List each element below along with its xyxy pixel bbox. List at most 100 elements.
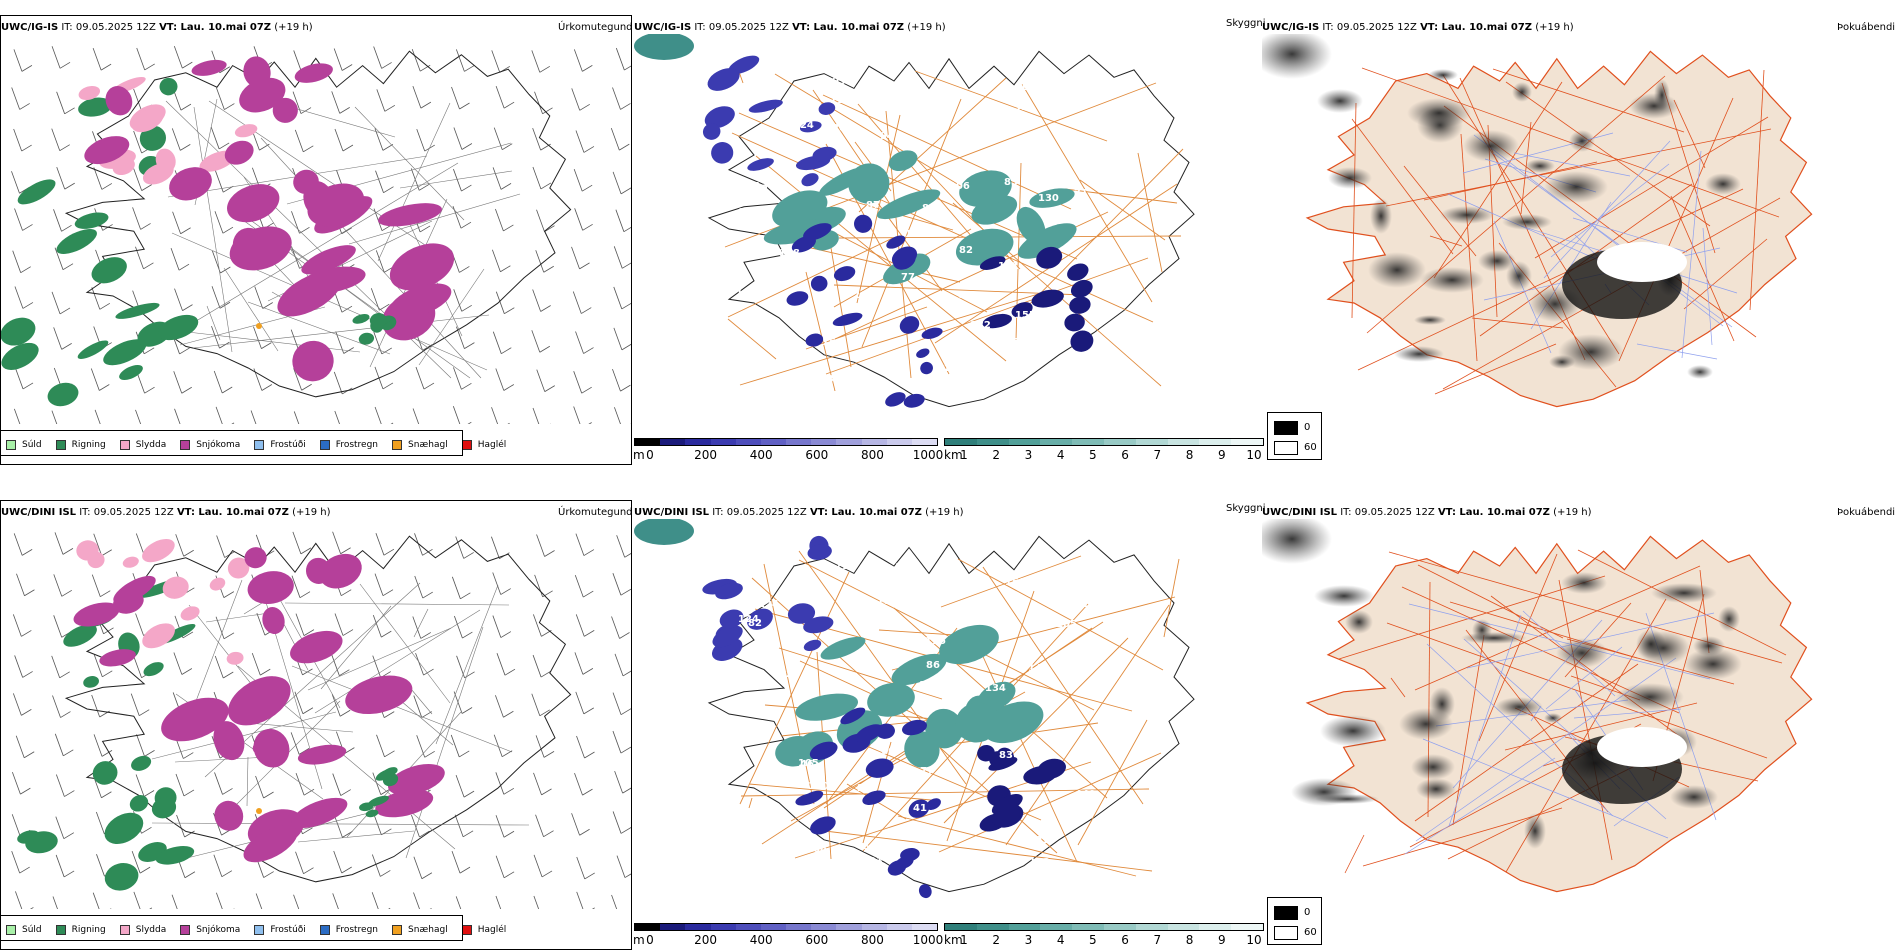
snow-area	[213, 721, 245, 761]
wind-barb	[535, 814, 554, 838]
fog-panel-title: UWC/DINI ISL IT: 09.05.2025 12Z VT: Lau.…	[1262, 507, 1592, 518]
wind-barb	[615, 209, 631, 233]
wind-barb	[412, 85, 432, 109]
snow-area	[253, 728, 290, 768]
legend-swatch	[119, 925, 130, 935]
wind-barb	[293, 411, 300, 424]
wind-barb	[214, 655, 234, 679]
wind-barb	[94, 409, 101, 424]
precip-legend-item: Súld	[6, 440, 42, 450]
precip-legend-item: Slydda	[119, 440, 167, 450]
low-ceiling-area	[715, 582, 743, 600]
ceiling-value-label: 132	[970, 320, 991, 331]
wind-barb	[253, 326, 272, 349]
wind-barb	[450, 250, 470, 273]
wind-barb	[496, 653, 516, 676]
ceiling-value-label: 134	[985, 683, 1006, 694]
wind-barb	[93, 533, 112, 557]
ceiling-value-label: 98	[863, 844, 877, 855]
road-line	[193, 106, 233, 353]
wind-barb	[293, 368, 312, 391]
ceiling-value-label: 328	[779, 669, 800, 680]
precip-legend-item: Rigning	[55, 925, 106, 935]
ceiling-value-label: 60	[837, 67, 851, 78]
low-ceiling-area	[1064, 313, 1085, 332]
wind-barb	[411, 814, 430, 838]
wind-barb	[415, 366, 435, 390]
low-ceiling-area	[1070, 330, 1094, 352]
colorbar-tick-label: 9	[1217, 448, 1226, 462]
wind-barb	[332, 893, 339, 909]
ceiling-value-label: 105	[825, 390, 846, 401]
road-line	[805, 271, 836, 392]
wind-barb	[173, 371, 192, 394]
ceiling-value-label: 155	[1015, 310, 1036, 321]
legend-label: Snjókoma	[196, 440, 241, 450]
precip-legend-item: Haglél	[461, 925, 506, 935]
low-ceiling-area	[1031, 289, 1064, 308]
snow-area	[84, 136, 130, 165]
road-line	[1357, 188, 1744, 371]
rain-area	[17, 179, 56, 205]
road-line	[348, 193, 521, 245]
road-line	[774, 73, 965, 189]
wind-barb	[574, 574, 594, 598]
ceiling-value-label: 370	[800, 61, 821, 72]
wind-barb	[130, 693, 150, 717]
wind-barb	[251, 652, 271, 676]
low-visibility-area	[634, 519, 694, 545]
ceiling-value-label: 102	[1016, 322, 1037, 333]
ceiling-value-label: 131	[785, 591, 806, 602]
low-ceiling-area	[1011, 302, 1033, 318]
fog-area	[1407, 98, 1471, 128]
fog-area	[1416, 778, 1456, 800]
low-ceiling-area	[865, 758, 894, 778]
wind-barb	[93, 654, 113, 678]
road-line	[822, 94, 1072, 210]
wind-barb	[171, 894, 178, 909]
colorbar-tick-label: 1	[960, 933, 968, 947]
road-line	[1558, 579, 1613, 861]
legend-label: Slydda	[135, 440, 167, 450]
colorbar-segment	[1199, 439, 1232, 445]
fog-area	[1320, 715, 1386, 747]
fog-area	[1636, 629, 1666, 659]
low-ceiling-area	[833, 266, 856, 282]
wind-barb	[295, 773, 315, 796]
precip-legend: Súld Rigning Slydda Snjókoma Frostúði Frostre…	[6, 925, 520, 935]
colorbar-tick-label: 0	[646, 933, 654, 947]
wind-barb	[255, 893, 263, 909]
wind-barb	[255, 775, 274, 799]
road-line	[1079, 179, 1166, 241]
wind-barb	[13, 533, 33, 556]
fog-panel-label: Þokuábendi	[1837, 507, 1896, 518]
fog-legend-label: 0	[1304, 422, 1311, 433]
wind-barb	[416, 735, 435, 758]
colorbar-tick-label: 7	[1153, 933, 1162, 947]
wind-barb	[534, 91, 553, 115]
low-ceiling-area	[885, 392, 906, 407]
road-line	[246, 756, 249, 807]
road-line	[1434, 343, 1557, 395]
ceiling-value-label: 162	[734, 860, 755, 871]
wind-barb	[14, 208, 33, 231]
ceiling-value-label: 105	[798, 758, 819, 769]
rain-area	[375, 768, 396, 781]
forecast-offset: (+19 h)	[274, 22, 313, 33]
colorbar-tick-label: 800	[860, 448, 884, 462]
rain-area	[115, 302, 160, 319]
rain-area	[103, 339, 147, 366]
ceiling-value-label: 124	[738, 614, 759, 625]
ceiling-value-label: 63	[869, 859, 883, 870]
fog-legend: 0 60	[1267, 412, 1322, 460]
wind-barb	[13, 49, 33, 72]
legend-swatch	[55, 440, 66, 450]
wind-barb	[576, 856, 595, 880]
wind-barb	[214, 211, 234, 234]
road-line	[1423, 161, 1598, 201]
fog-area	[1317, 89, 1363, 113]
road-line	[1351, 118, 1454, 255]
ceiling-value-label: 71	[1074, 188, 1088, 199]
wind-barb	[174, 408, 181, 424]
sleet-area	[226, 651, 244, 665]
